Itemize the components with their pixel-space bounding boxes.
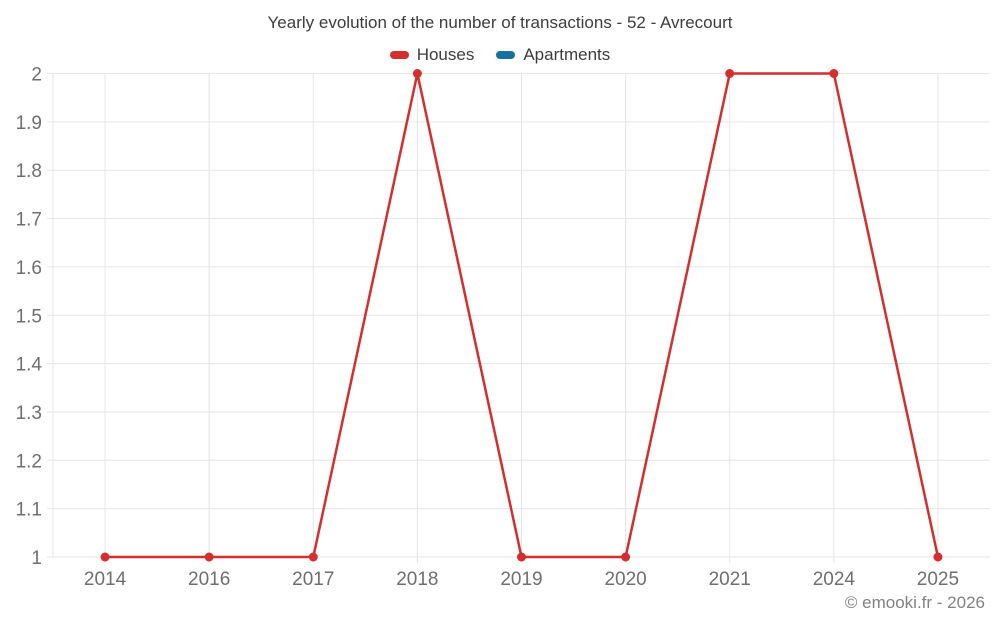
- legend-item-apartments[interactable]: Apartments: [496, 45, 610, 65]
- x-tick-label: 2025: [917, 569, 959, 590]
- x-tick-label: 2024: [813, 569, 856, 590]
- y-tick-label: 1.4: [16, 355, 43, 376]
- y-tick-label: 1.9: [16, 113, 42, 134]
- data-point[interactable]: [725, 69, 735, 78]
- data-point[interactable]: [100, 552, 110, 562]
- y-tick-label: 2: [31, 65, 42, 86]
- data-point[interactable]: [308, 552, 318, 562]
- y-tick-label: 1.2: [16, 451, 42, 472]
- data-point[interactable]: [829, 69, 839, 78]
- x-tick-label: 2016: [188, 569, 230, 590]
- legend-item-houses[interactable]: Houses: [389, 45, 475, 65]
- y-tick-label: 1.1: [16, 500, 42, 521]
- x-tick-label: 2017: [292, 569, 334, 590]
- legend-swatch-houses: [389, 51, 409, 59]
- data-point[interactable]: [621, 552, 631, 562]
- y-tick-label: 1.7: [16, 210, 42, 231]
- x-tick-label: 2018: [396, 569, 438, 590]
- copyright: © emooki.fr - 2026: [844, 593, 985, 612]
- data-point[interactable]: [204, 552, 214, 562]
- x-tick-label: 2019: [500, 569, 542, 590]
- chart-title: Yearly evolution of the number of transa…: [267, 13, 733, 32]
- legend-label: Houses: [416, 45, 475, 64]
- data-point[interactable]: [933, 552, 943, 562]
- x-tick-label: 2014: [84, 569, 127, 590]
- legend-label: Apartments: [523, 45, 611, 64]
- y-tick-label: 1.3: [16, 403, 42, 424]
- y-tick-label: 1.5: [16, 306, 42, 327]
- x-tick-label: 2021: [709, 569, 751, 590]
- y-tick-label: 1.6: [16, 258, 42, 279]
- x-tick-label: 2020: [604, 569, 646, 590]
- y-tick-label: 1: [31, 548, 42, 569]
- legend-swatch-apartments: [496, 51, 516, 59]
- y-tick-label: 1.8: [16, 161, 42, 182]
- data-point[interactable]: [412, 69, 422, 78]
- legend: Houses Apartments: [0, 44, 1000, 65]
- data-point[interactable]: [517, 552, 526, 562]
